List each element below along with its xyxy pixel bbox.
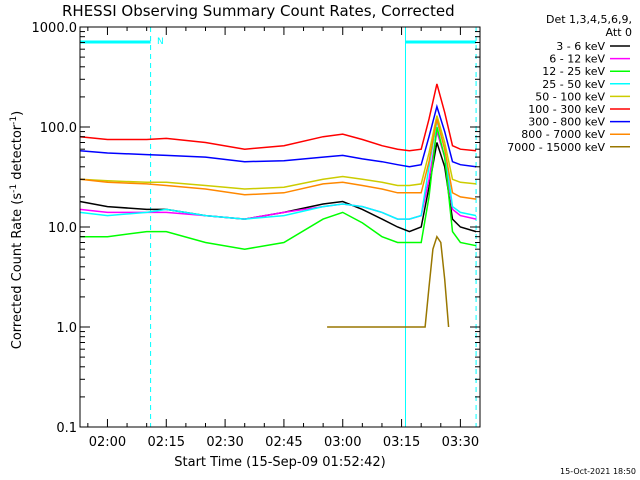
series-line-5 <box>79 83 477 152</box>
x-tick-label: 02:30 <box>206 435 243 450</box>
legend-label: 800 - 7000 keV <box>521 128 605 141</box>
y-tick-label: 1.0 <box>56 321 77 336</box>
series-line-1 <box>79 131 477 220</box>
y-axis: 0.1 1.0 10.0 100.0 1000.0 <box>32 21 480 436</box>
series-line-6 <box>79 103 477 168</box>
x-tick-label: 03:00 <box>324 435 361 450</box>
legend-label: 25 - 50 keV <box>542 78 605 91</box>
x-tick-label: 02:45 <box>265 435 302 450</box>
annotation-n: N <box>157 37 164 47</box>
y-axis-label-part-3: ) <box>10 111 25 116</box>
y-tick-label: 1000.0 <box>32 21 78 36</box>
x-tick-label: 02:15 <box>148 435 185 450</box>
footer-timestamp: 15-Oct-2021 18:50 <box>560 467 636 476</box>
legend-label: 7000 - 15000 keV <box>507 141 605 154</box>
series-line-3 <box>79 120 477 220</box>
x-axis-label: Start Time (15-Sep-09 01:52:42) <box>174 455 385 470</box>
y-axis-label-part-2: detector <box>10 124 25 184</box>
legend-label: 3 - 6 keV <box>556 40 605 53</box>
x-axis: 02:00 02:15 02:30 02:45 03:00 03:15 03:30 <box>87 27 479 450</box>
legend-label: 12 - 25 keV <box>542 65 605 78</box>
series-layer <box>79 83 477 328</box>
legend-label: 50 - 100 keV <box>535 90 605 103</box>
series-line-7 <box>79 118 477 200</box>
y-axis-label-sup-1: -1 <box>9 184 19 193</box>
y-axis-label: Corrected Count Rate (s-1 detector-1) <box>9 111 25 349</box>
y-tick-label: 100.0 <box>40 121 77 136</box>
x-tick-label: 03:30 <box>442 435 479 450</box>
y-tick-label: 10.0 <box>48 221 77 236</box>
series-line-4 <box>79 115 477 190</box>
legend-label: 6 - 12 keV <box>549 53 605 66</box>
y-tick-label: 0.1 <box>56 421 77 436</box>
legend-label: 300 - 800 keV <box>528 116 605 129</box>
x-tick-label: 03:15 <box>383 435 420 450</box>
night-markers <box>79 27 477 427</box>
series-line-8 <box>327 234 450 328</box>
series-line-2 <box>80 126 477 250</box>
y-axis-label-sup-2: -1 <box>9 116 19 125</box>
legend-detector-line-1: Det 1,3,4,5,6,9, <box>546 13 632 26</box>
chart-title: RHESSI Observing Summary Count Rates, Co… <box>62 2 455 20</box>
x-tick-label: 02:00 <box>89 435 126 450</box>
y-axis-label-part-1: Corrected Count Rate (s <box>10 193 25 350</box>
legend-detector-line-2: Att 0 <box>606 26 632 39</box>
legend-label: 100 - 300 keV <box>528 103 605 116</box>
